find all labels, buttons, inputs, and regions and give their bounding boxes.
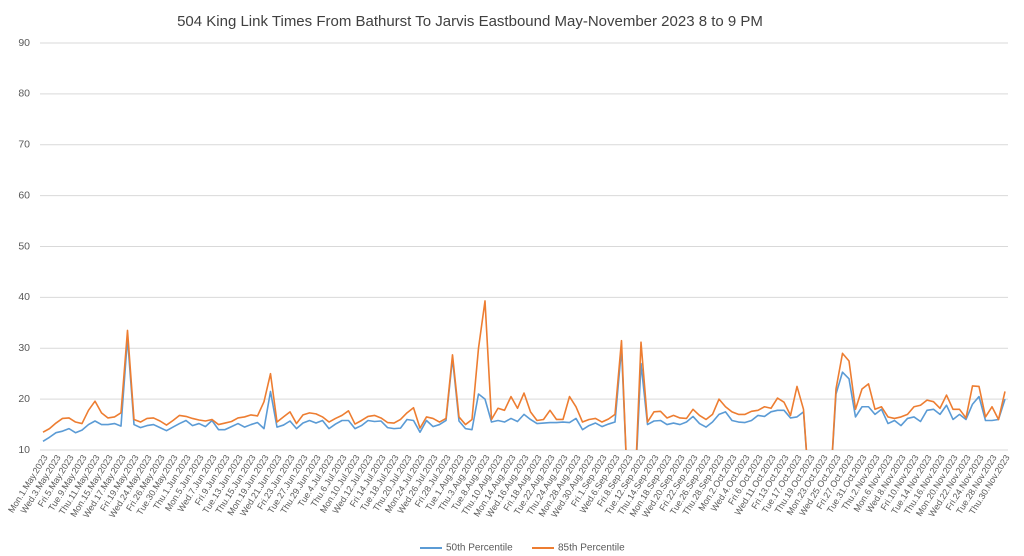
- y-tick-label: 60: [18, 189, 30, 201]
- grid: 10 20 30 40 50 60 70 80 90: [18, 37, 1008, 456]
- y-tick-label: 50: [18, 240, 30, 252]
- series-line: [42, 337, 1006, 450]
- series-line: [42, 300, 1006, 450]
- y-tick-label: 70: [18, 139, 30, 151]
- legend: 50th Percentile 85th Percentile: [420, 543, 625, 554]
- chart-title: 504 King Link Times From Bathurst To Jar…: [177, 13, 763, 30]
- y-tick-label: 90: [18, 37, 30, 49]
- legend-label: 50th Percentile: [446, 543, 513, 554]
- y-tick-label: 40: [18, 291, 30, 303]
- plot-area: [42, 300, 1006, 450]
- x-axis: Mon.1.May.2023Wed.3.May.2023Fri.5.May.20…: [6, 453, 1012, 520]
- y-tick-label: 80: [18, 88, 30, 100]
- y-tick-label: 20: [18, 393, 30, 405]
- legend-label: 85th Percentile: [558, 543, 625, 554]
- y-tick-label: 10: [18, 444, 30, 456]
- y-tick-label: 30: [18, 342, 30, 354]
